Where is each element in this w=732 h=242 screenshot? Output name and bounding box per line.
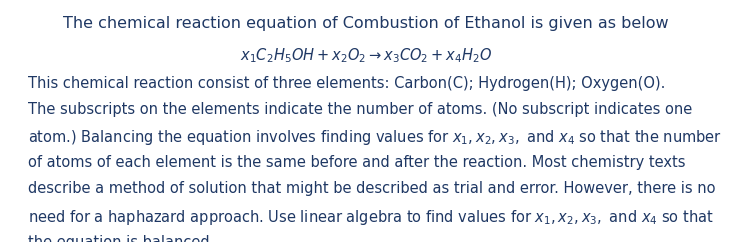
Text: atom.) Balancing the equation involves finding values for $x_1, x_2, x_3,$ and $: atom.) Balancing the equation involves f… (28, 128, 722, 147)
Text: of atoms of each element is the same before and after the reaction. Most chemist: of atoms of each element is the same bef… (28, 155, 685, 170)
Text: The subscripts on the elements indicate the number of atoms. (No subscript indic: The subscripts on the elements indicate … (28, 102, 692, 117)
Text: need for a haphazard approach. Use linear algebra to find values for $x_1, x_2, : need for a haphazard approach. Use linea… (28, 208, 714, 227)
Text: This chemical reaction consist of three elements: Carbon(C); Hydrogen(H); Oxygen: This chemical reaction consist of three … (28, 76, 665, 91)
Text: the equation is balanced.: the equation is balanced. (28, 235, 214, 242)
Text: describe a method of solution that might be described as trial and error. Howeve: describe a method of solution that might… (28, 182, 715, 197)
Text: The chemical reaction equation of Combustion of Ethanol is given as below: The chemical reaction equation of Combus… (63, 16, 669, 31)
Text: $x_1C_2H_5OH + x_2O_2 \rightarrow x_3CO_2 + x_4H_2O$: $x_1C_2H_5OH + x_2O_2 \rightarrow x_3CO_… (240, 46, 492, 65)
